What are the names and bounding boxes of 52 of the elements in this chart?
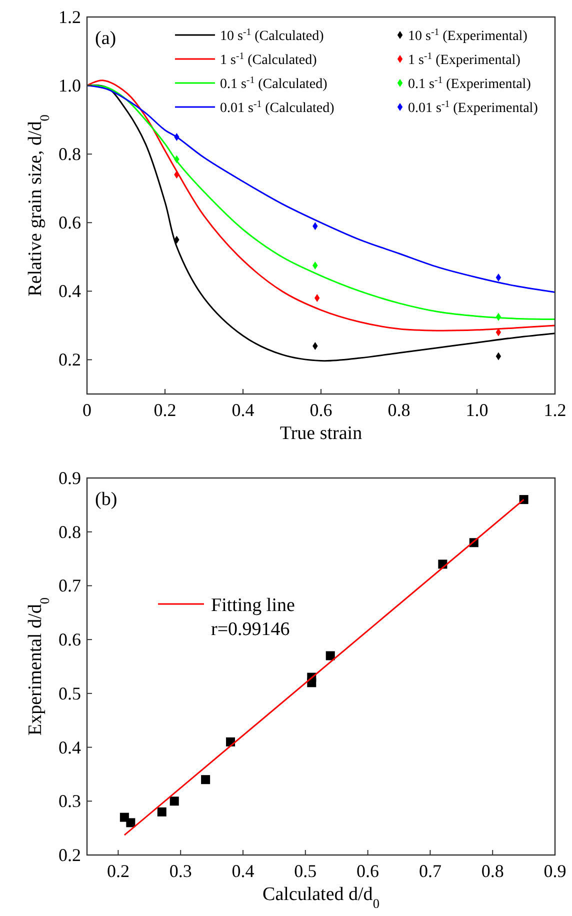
legend-label: 0.1 s$^{-1}$ (Experimental) <box>408 74 532 92</box>
x-tick-label: 0.8 <box>388 400 410 420</box>
x-axis-title: True strain <box>280 423 363 444</box>
point <box>126 818 136 828</box>
legend-label: 0.01 s$^{-1}$ (Experimental) <box>408 98 538 116</box>
x-tick-label: 0.8 <box>481 861 504 881</box>
legend-label: 10 s$^{-1}$ (Experimental) <box>408 26 528 44</box>
legend-label: 10 s$^{-1}$ (Calculated) <box>220 26 324 44</box>
x-tick-label: 1.0 <box>466 400 488 420</box>
y-tick-label: 0.8 <box>58 522 81 542</box>
x-axis-title: Calculated d/d$_{0}$ <box>262 884 380 910</box>
x-tick-label: 0.5 <box>294 861 317 881</box>
x-tick-label: 0 <box>82 400 92 420</box>
point <box>496 312 502 321</box>
y-tick-label: 0.5 <box>58 683 81 704</box>
y-tick-label: 0.7 <box>58 576 81 596</box>
x-tick-label: 0.9 <box>544 861 566 881</box>
annotation: r=0.99146 <box>211 619 290 640</box>
point <box>170 796 179 806</box>
y-tick-label: 0.6 <box>58 630 81 650</box>
y-tick-label: 0.2 <box>58 350 81 370</box>
y-tick-label: 0.3 <box>58 791 81 812</box>
point <box>157 807 166 816</box>
legend-label: 1 s$^{-1}$ (Experimental) <box>408 50 521 68</box>
y-tick-label: 1.0 <box>58 76 81 96</box>
text: (b) <box>95 489 118 510</box>
text: (a) <box>95 28 116 49</box>
point <box>326 651 335 660</box>
x-tick-label: 0.3 <box>169 861 192 881</box>
legend-label: 1 s$^{-1}$ (Calculated) <box>220 50 318 68</box>
x-tick-label: 0.4 <box>232 861 254 881</box>
x-tick-label: 0.2 <box>106 861 130 881</box>
x-tick-label: 0.2 <box>154 400 176 420</box>
legend-label: 0.01 s$^{-1}$ (Calculated) <box>220 98 335 116</box>
point <box>496 328 502 336</box>
point <box>201 775 210 784</box>
y-tick-label: 0.2 <box>58 845 81 865</box>
x-tick-label: 0.4 <box>232 400 254 420</box>
y-tick-label: 0.9 <box>58 468 81 488</box>
y-tick-label: 0.6 <box>58 212 81 233</box>
x-tick-label: 0.6 <box>310 400 332 420</box>
legend-label: 0.1 s$^{-1}$ (Calculated) <box>220 74 328 92</box>
y-tick-label: 1.2 <box>58 7 81 27</box>
x-tick-label: 1.2 <box>544 400 566 420</box>
point <box>496 273 502 282</box>
legend-label: Fitting line <box>211 595 295 616</box>
y-tick-label: 0.4 <box>58 281 81 302</box>
y-tick-label: 0.4 <box>58 737 81 758</box>
x-tick-label: 0.6 <box>356 861 380 881</box>
point <box>496 352 502 360</box>
y-tick-label: 0.8 <box>58 144 81 164</box>
x-tick-label: 0.7 <box>418 861 442 881</box>
